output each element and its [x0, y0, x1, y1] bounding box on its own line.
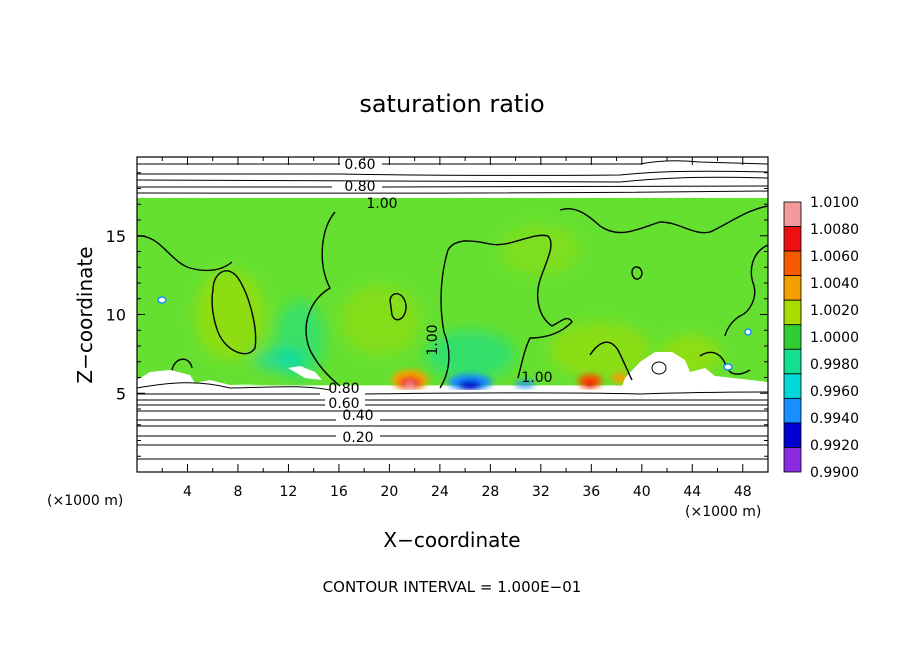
contour-label: 1.00: [425, 324, 441, 355]
colorbar-label: 1.0000: [810, 330, 859, 346]
x-tick-label: 20: [380, 484, 398, 500]
y-tick-labels: 5 10 15: [106, 227, 126, 404]
colorbar-label: 1.0100: [810, 195, 859, 211]
plot-area: 0.60 0.80 1.00 1.00 1.00 0.40 0.20 0.80 …: [136, 156, 769, 473]
colorbar-label: 0.9980: [810, 357, 859, 373]
colorbar-swatch: [783, 447, 802, 473]
colorbar-label: 1.0040: [810, 276, 859, 292]
y-tick-label: 5: [116, 384, 126, 403]
colorbar-swatch: [783, 201, 802, 227]
contour-lines-lower: [136, 382, 769, 460]
x-tick-label: 16: [330, 484, 348, 500]
x-tick-label: 8: [233, 484, 242, 500]
contour-label: 0.60: [328, 396, 359, 412]
colorbar-label: 1.0020: [810, 303, 859, 319]
subsaturated-pocket: [620, 352, 768, 390]
colorbar-label: 0.9900: [810, 465, 859, 481]
contour-label: 0.60: [344, 157, 375, 173]
contour-label: 1.00: [366, 196, 397, 212]
contour-interval-note: CONTOUR INTERVAL = 1.000E−01: [323, 578, 582, 596]
x-axis-label: X−coordinate: [383, 528, 520, 552]
cloud-layer: [137, 197, 768, 390]
x-tick-labels: 4 8 12 16 20 24 28 32 36 40 44 48: [183, 484, 752, 500]
x-unit-label-right: (×1000 m): [685, 504, 761, 520]
x-tick-label: 36: [582, 484, 600, 500]
contour-lines-upper: [136, 160, 769, 194]
colorbar-label: 0.9960: [810, 384, 859, 400]
colorbar-swatch: [783, 422, 802, 448]
y-tick-label: 15: [106, 227, 126, 246]
contour-labels: 0.60 0.80 1.00 1.00 1.00 0.40 0.20 0.80 …: [328, 157, 552, 446]
chart-title: saturation ratio: [359, 90, 544, 118]
colorbar-swatch: [783, 348, 802, 375]
colorbar-swatch: [783, 324, 802, 350]
x-tick-label: 32: [532, 484, 550, 500]
x-tick-label: 4: [183, 484, 192, 500]
y-axis-label: Z−coordinate: [73, 246, 97, 383]
colorbar-label: 0.9940: [810, 411, 859, 427]
subsaturated-pocket: [137, 370, 260, 390]
colorbar-swatch: [783, 373, 802, 399]
x-tick-label: 24: [431, 484, 449, 500]
colorbar: 1.0100 1.0080 1.0060 1.0040 1.0020 1.0000 0.99…: [783, 195, 859, 481]
x-tick-label: 40: [633, 484, 651, 500]
colorbar-swatch: [783, 250, 802, 277]
x-tick-label: 12: [280, 484, 298, 500]
colorbar-swatch: [783, 226, 802, 252]
colorbar-swatch: [783, 275, 802, 301]
contour-1.00: [137, 205, 768, 389]
color-patches: [195, 225, 720, 380]
x-tick-label: 48: [734, 484, 752, 500]
contour-label: 0.40: [342, 408, 373, 424]
extreme-patches: [392, 370, 628, 390]
colorbar-label: 0.9920: [810, 438, 859, 454]
x-tick-label: 28: [481, 484, 499, 500]
contour-label: 0.20: [342, 430, 373, 446]
x-tick-label: 44: [683, 484, 701, 500]
contour-label: 0.80: [328, 381, 359, 397]
colorbar-label: 1.0080: [810, 222, 859, 238]
y-tick-label: 10: [106, 306, 126, 325]
contour-label: 0.80: [344, 179, 375, 195]
colorbar-label: 1.0060: [810, 249, 859, 265]
colorbar-swatch: [783, 299, 802, 326]
tick-marks: [137, 157, 768, 472]
contour-label: 1.00: [521, 370, 552, 386]
x-unit-label-left: (×1000 m): [47, 493, 123, 509]
subsaturated-pocket: [288, 366, 322, 380]
colorbar-swatch: [783, 397, 802, 424]
